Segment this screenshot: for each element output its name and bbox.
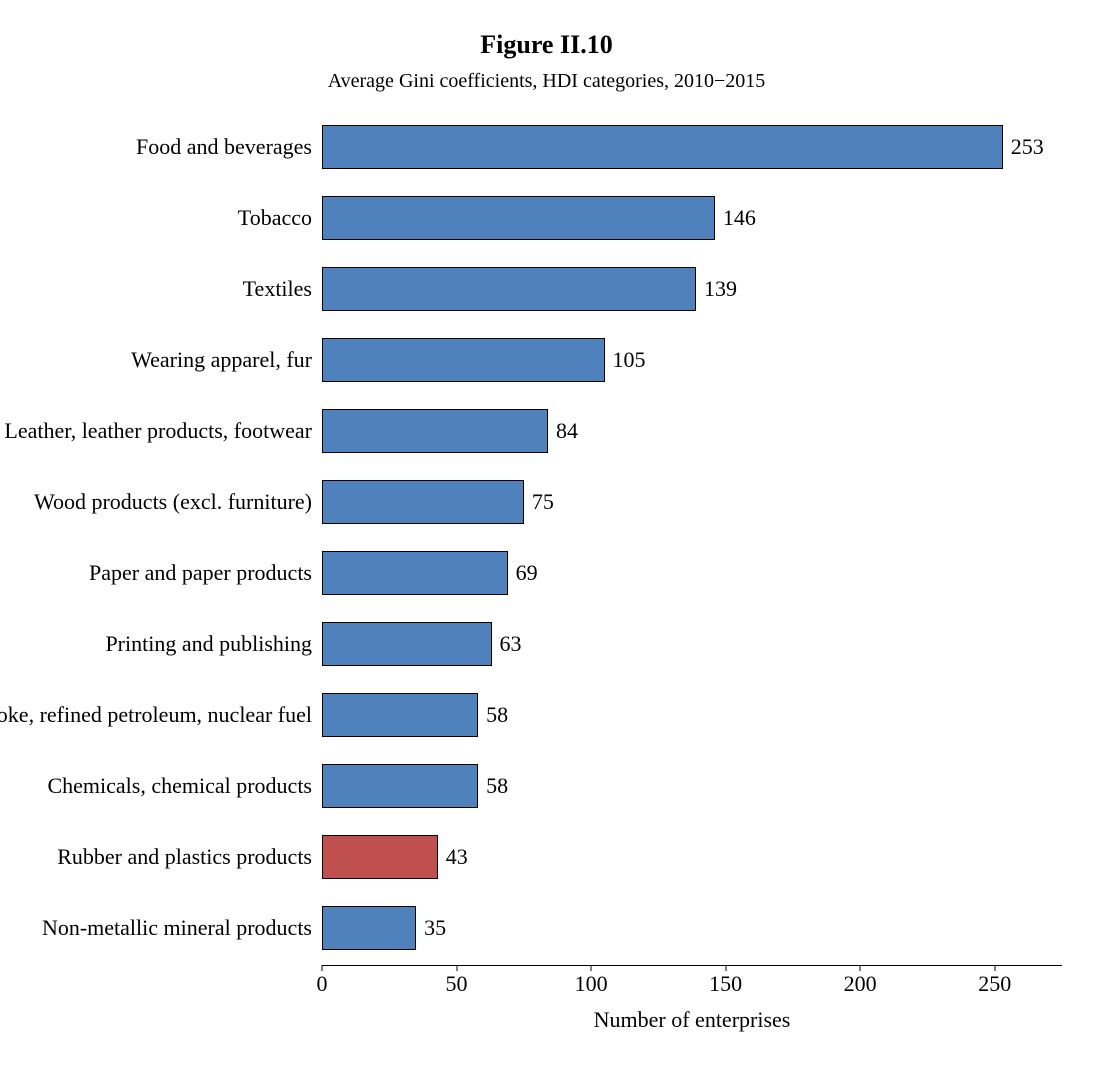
bar [322, 267, 696, 311]
y-axis-category-label: Leather, leather products, footwear [4, 418, 312, 444]
bar [322, 693, 478, 737]
y-axis-category-label: Paper and paper products [89, 560, 312, 586]
bar-row: 146 [322, 196, 756, 240]
bar-row: 58 [322, 764, 508, 808]
x-tick-label: 150 [709, 971, 742, 997]
bar [322, 764, 478, 808]
y-axis-category-label: Textiles [243, 276, 312, 302]
bar [322, 480, 524, 524]
bar [322, 906, 416, 950]
bar-row: 75 [322, 480, 554, 524]
bar [322, 338, 605, 382]
x-tick-label: 200 [844, 971, 877, 997]
bar [322, 551, 508, 595]
plot-area: 253 146 139 105 84 75 69 63 58 58 43 35 [322, 105, 1062, 975]
bar-value-label: 105 [613, 347, 646, 373]
y-axis-category-label: Rubber and plastics products [57, 844, 312, 870]
bar-value-label: 58 [486, 773, 508, 799]
bar-row: 139 [322, 267, 737, 311]
y-axis-category-label: Tobacco [238, 205, 312, 231]
bar-value-label: 253 [1011, 134, 1044, 160]
bar-value-label: 63 [500, 631, 522, 657]
y-axis-labels: Food and beverages Tobacco Textiles Wearing… [0, 105, 312, 975]
y-axis-category-label: Chemicals, chemical products [47, 773, 312, 799]
x-tick-label: 250 [978, 971, 1011, 997]
chart-title: Figure II.10 [0, 30, 1093, 60]
x-tick-label: 50 [446, 971, 468, 997]
bar [322, 622, 492, 666]
bar-value-label: 35 [424, 915, 446, 941]
x-tick-label: 0 [317, 971, 328, 997]
bar-value-label: 43 [446, 844, 468, 870]
x-axis-line [322, 965, 1062, 966]
y-axis-category-label: Printing and publishing [105, 631, 312, 657]
y-axis-category-label: Food and beverages [136, 134, 312, 160]
y-axis-category-label: Non-metallic mineral products [42, 915, 312, 941]
bar-row: 253 [322, 125, 1044, 169]
bar [322, 835, 438, 879]
y-axis-category-label: Wearing apparel, fur [131, 347, 312, 373]
x-axis-ticks: 050100150200250 [322, 971, 1062, 1011]
chart-subtitle: Average Gini coefficients, HDI categorie… [0, 70, 1093, 93]
bar-row: 105 [322, 338, 646, 382]
y-axis-category-label: Coke, refined petroleum, nuclear fuel [0, 702, 312, 728]
bar-value-label: 75 [532, 489, 554, 515]
bar-value-label: 139 [704, 276, 737, 302]
bar [322, 125, 1003, 169]
bar-value-label: 58 [486, 702, 508, 728]
chart-container: Figure II.10 Average Gini coefficients, … [0, 0, 1093, 1087]
bar-value-label: 146 [723, 205, 756, 231]
x-tick-label: 100 [575, 971, 608, 997]
bar-row: 63 [322, 622, 522, 666]
bar [322, 196, 715, 240]
bar-row: 35 [322, 906, 446, 950]
bar-row: 58 [322, 693, 508, 737]
bar-row: 84 [322, 409, 578, 453]
bar-row: 69 [322, 551, 538, 595]
x-axis-label: Number of enterprises [322, 1007, 1062, 1033]
bar-row: 43 [322, 835, 468, 879]
bar-value-label: 84 [556, 418, 578, 444]
bar-value-label: 69 [516, 560, 538, 586]
y-axis-category-label: Wood products (excl. furniture) [34, 489, 312, 515]
bar [322, 409, 548, 453]
